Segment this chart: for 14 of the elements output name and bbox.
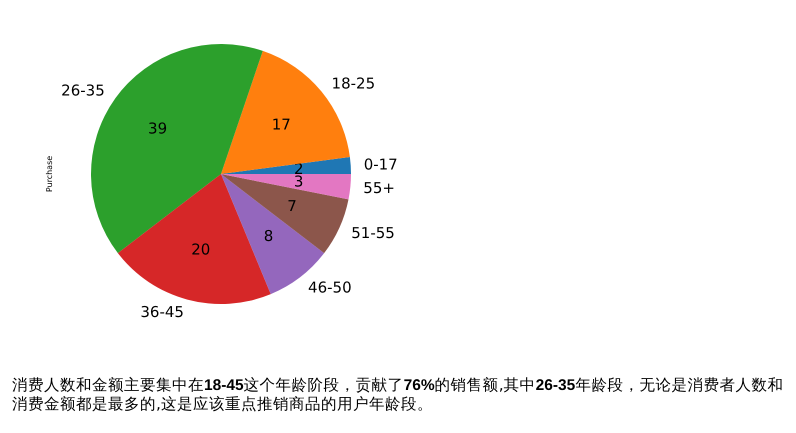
- slice-label: 0-17: [364, 156, 398, 174]
- data-label: 17: [272, 116, 291, 134]
- slice-label: 55+: [363, 179, 395, 198]
- text: 消费人数和金额主要集中在18-45这个年龄阶段，贡献了76%的销售额,其中26-35年龄段，无论是消费者人数和消费金额都是最多的,这是应该重点推销商品的用户年龄段。: [12, 376, 784, 413]
- slice-label: 51-55: [351, 224, 395, 242]
- slice-label: 18-25: [332, 74, 376, 92]
- text: Purchase: [45, 156, 54, 192]
- slice-label: 36-45: [140, 303, 184, 322]
- data-label: 8: [264, 226, 274, 245]
- data-label: 39: [148, 120, 168, 138]
- slice-label: 26-35: [61, 82, 105, 100]
- data-label: 20: [191, 240, 210, 258]
- slice-label: 46-50: [308, 278, 352, 296]
- data-label: 7: [287, 197, 297, 216]
